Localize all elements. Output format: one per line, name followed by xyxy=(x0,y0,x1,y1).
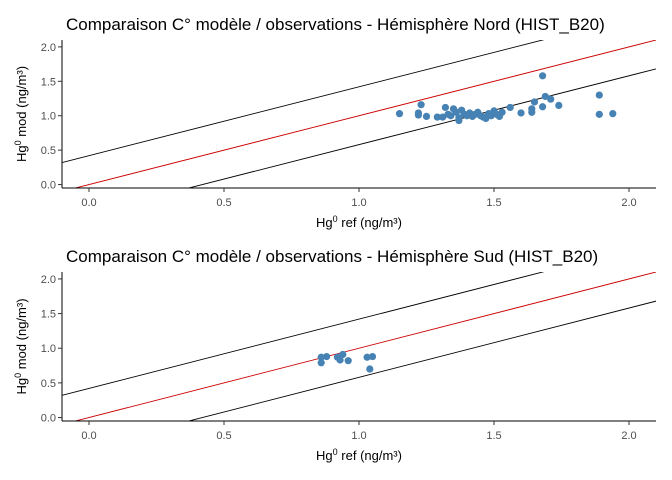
chart-title: Comparaison C° modèle / observations - H… xyxy=(66,15,605,34)
data-points xyxy=(317,350,377,373)
data-point xyxy=(422,112,431,121)
reference-line-upper xyxy=(62,40,545,163)
y-tick-label: 1.0 xyxy=(41,111,56,123)
data-point xyxy=(323,352,331,361)
data-point xyxy=(452,108,460,116)
data-point xyxy=(555,101,563,109)
data-point xyxy=(336,356,344,364)
y-tick-label: 0.5 xyxy=(41,378,56,390)
x-tick-label: 1.0 xyxy=(351,197,366,209)
y-axis-title: Hg0 mod (ng/m³) xyxy=(13,298,29,394)
y-axis-title-base: Hg xyxy=(14,378,29,395)
reference-line-lower xyxy=(187,68,656,188)
data-point xyxy=(433,113,441,121)
data-point xyxy=(366,365,374,373)
data-point xyxy=(417,101,425,109)
y-axis-title-rest: mod (ng/m³) xyxy=(14,298,29,372)
data-point xyxy=(439,113,447,121)
data-point xyxy=(447,112,455,120)
x-tick-label: 0.0 xyxy=(81,197,96,209)
y-tick-label: 2.0 xyxy=(41,274,56,286)
x-axis-title-superscript: 0 xyxy=(333,447,338,457)
x-axis-title-superscript: 0 xyxy=(333,214,338,224)
y-tick-label: 1.5 xyxy=(41,309,56,321)
reference-line-identity xyxy=(73,272,656,421)
chart-title: Comparaison C° modèle / observations - H… xyxy=(66,247,598,266)
y-tick-label: 2.0 xyxy=(41,42,56,54)
x-tick-label: 1.5 xyxy=(486,197,501,209)
y-tick-label: 1.0 xyxy=(41,343,56,355)
y-axis-title-base: Hg xyxy=(14,145,29,162)
reference-line-upper xyxy=(62,272,545,396)
x-axis-title-base: Hg xyxy=(316,215,333,230)
data-point xyxy=(368,352,377,361)
data-point xyxy=(441,103,449,112)
data-points xyxy=(395,72,617,125)
y-axis-title: Hg0 mod (ng/m³) xyxy=(13,66,29,162)
data-point xyxy=(317,359,325,367)
x-tick-label: 0.5 xyxy=(216,430,231,442)
scatter-panel-1: Comparaison C° modèle / observations - H… xyxy=(13,15,656,230)
data-point xyxy=(595,91,603,99)
y-tick-label: 0.0 xyxy=(41,413,56,425)
data-point xyxy=(547,95,555,103)
reference-lines xyxy=(62,40,656,188)
y-tick-label: 0.5 xyxy=(41,145,56,157)
data-point xyxy=(595,110,603,118)
x-tick-label: 2.0 xyxy=(621,197,636,209)
data-point xyxy=(609,110,617,118)
data-point xyxy=(498,108,506,116)
x-tick-label: 0.5 xyxy=(216,197,231,209)
x-tick-label: 1.0 xyxy=(351,430,366,442)
x-axis-title-rest: ref (ng/m³) xyxy=(338,215,402,230)
x-tick-label: 2.0 xyxy=(621,430,636,442)
x-tick-label: 0.0 xyxy=(81,430,96,442)
y-tick-label: 1.5 xyxy=(41,76,56,88)
data-point xyxy=(339,350,347,359)
data-point xyxy=(455,116,463,125)
data-point xyxy=(539,103,547,111)
y-axis-title-superscript: 0 xyxy=(13,373,23,378)
x-axis-title: Hg0 ref (ng/m³) xyxy=(316,214,402,230)
y-axis-title-superscript: 0 xyxy=(13,140,23,145)
data-point xyxy=(395,110,404,118)
x-tick-label: 1.5 xyxy=(486,430,501,442)
data-point xyxy=(541,92,549,101)
data-point xyxy=(363,353,371,361)
x-axis-title-rest: ref (ng/m³) xyxy=(338,448,402,463)
data-point xyxy=(539,72,547,80)
data-point xyxy=(528,108,536,116)
data-point xyxy=(414,111,422,119)
scatter-panel-2: Comparaison C° modèle / observations - H… xyxy=(13,247,656,463)
x-axis-title: Hg0 ref (ng/m³) xyxy=(316,447,402,463)
data-point xyxy=(517,109,525,117)
data-point xyxy=(506,103,514,112)
y-axis-title-rest: mod (ng/m³) xyxy=(14,66,29,140)
reference-line-lower xyxy=(187,300,656,421)
data-point xyxy=(317,353,325,361)
x-axis-title-base: Hg xyxy=(316,448,333,463)
data-point xyxy=(530,98,539,106)
reference-lines xyxy=(62,272,656,421)
y-tick-label: 0.0 xyxy=(41,180,56,192)
reference-line-identity xyxy=(73,40,656,188)
data-point xyxy=(344,357,352,365)
